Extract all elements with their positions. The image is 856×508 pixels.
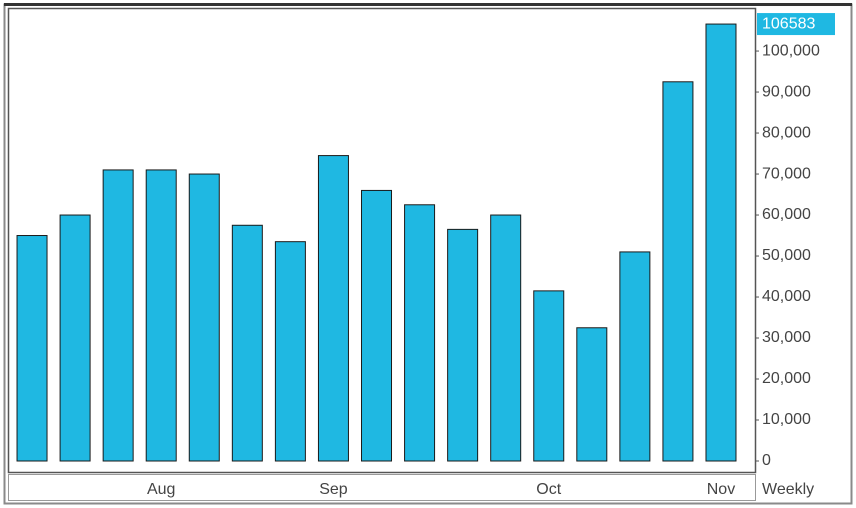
y-tick-label: 70,000 bbox=[762, 165, 811, 182]
y-tick-label: 60,000 bbox=[762, 206, 811, 223]
bar bbox=[145, 169, 177, 462]
bar bbox=[662, 81, 694, 462]
bar bbox=[231, 224, 263, 462]
bar bbox=[447, 228, 479, 462]
bar bbox=[705, 23, 737, 462]
y-tick-label: 0 bbox=[762, 452, 771, 469]
bar bbox=[59, 214, 91, 462]
bar bbox=[533, 290, 565, 462]
last-value-label: 106583 bbox=[762, 15, 815, 32]
x-tick-label: Oct bbox=[536, 481, 561, 498]
x-tick-label: Nov bbox=[707, 481, 735, 498]
y-tick-label: 20,000 bbox=[762, 370, 811, 387]
x-tick-label: Aug bbox=[147, 481, 175, 498]
last-value-box bbox=[757, 13, 835, 36]
x-tick-label: Sep bbox=[319, 481, 348, 498]
bar bbox=[490, 214, 522, 462]
x-axis-strip bbox=[8, 474, 756, 501]
bar bbox=[361, 189, 393, 462]
bar bbox=[274, 241, 306, 462]
period-label: Weekly bbox=[762, 481, 814, 498]
bar bbox=[102, 169, 134, 462]
bar bbox=[16, 235, 48, 462]
y-tick-label: 90,000 bbox=[762, 83, 811, 100]
y-tick-label: 100,000 bbox=[762, 42, 820, 59]
bar bbox=[188, 173, 220, 462]
y-tick-label: 80,000 bbox=[762, 124, 811, 141]
y-tick-label: 40,000 bbox=[762, 288, 811, 305]
bar bbox=[576, 327, 608, 462]
y-tick-label: 30,000 bbox=[762, 329, 811, 346]
y-tick-label: 10,000 bbox=[762, 411, 811, 428]
y-tick-label: 50,000 bbox=[762, 247, 811, 264]
bar bbox=[404, 204, 436, 462]
bar bbox=[619, 251, 651, 462]
bar bbox=[317, 155, 349, 462]
